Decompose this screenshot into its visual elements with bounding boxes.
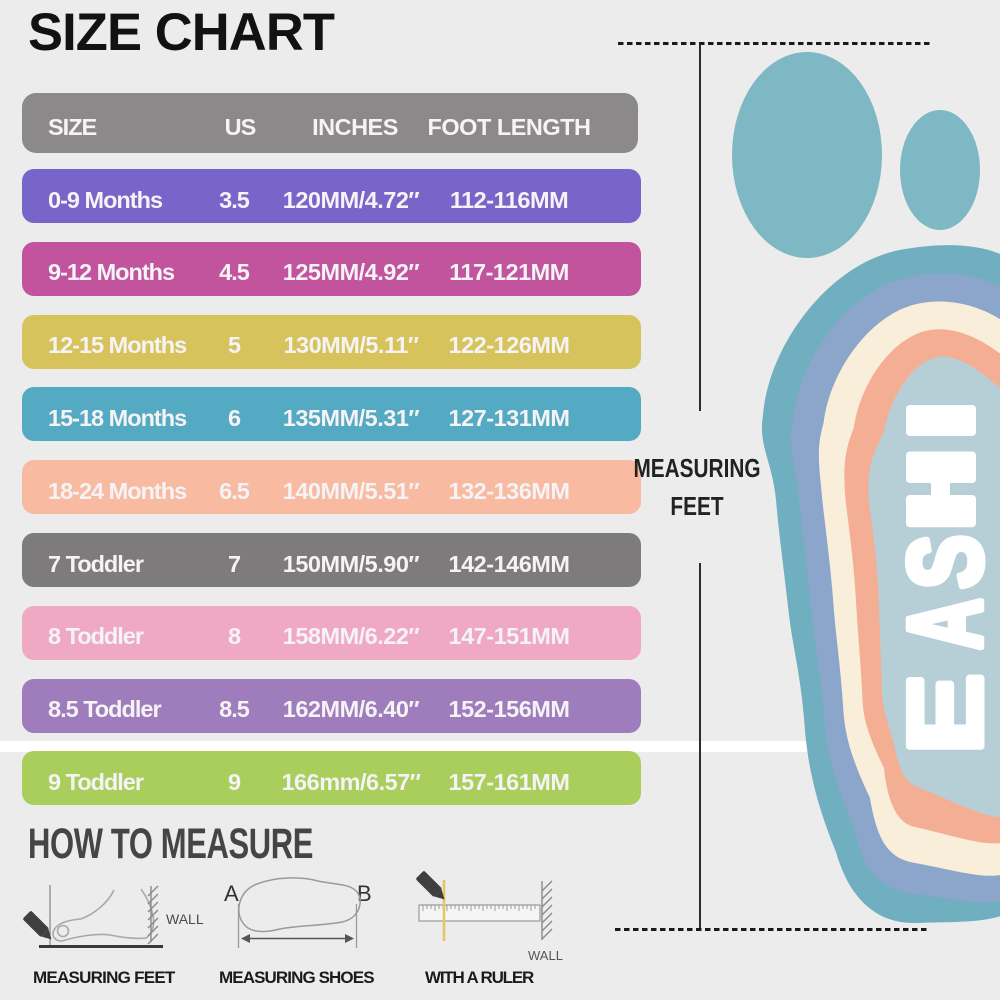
svg-text:WALL: WALL	[528, 948, 563, 963]
svg-text:S: S	[887, 535, 1000, 589]
svg-text:B: B	[357, 881, 372, 906]
svg-text:WALL: WALL	[166, 911, 204, 927]
svg-text:A: A	[224, 881, 239, 906]
svg-text:E: E	[887, 674, 1000, 754]
svg-text:A: A	[886, 599, 1000, 650]
